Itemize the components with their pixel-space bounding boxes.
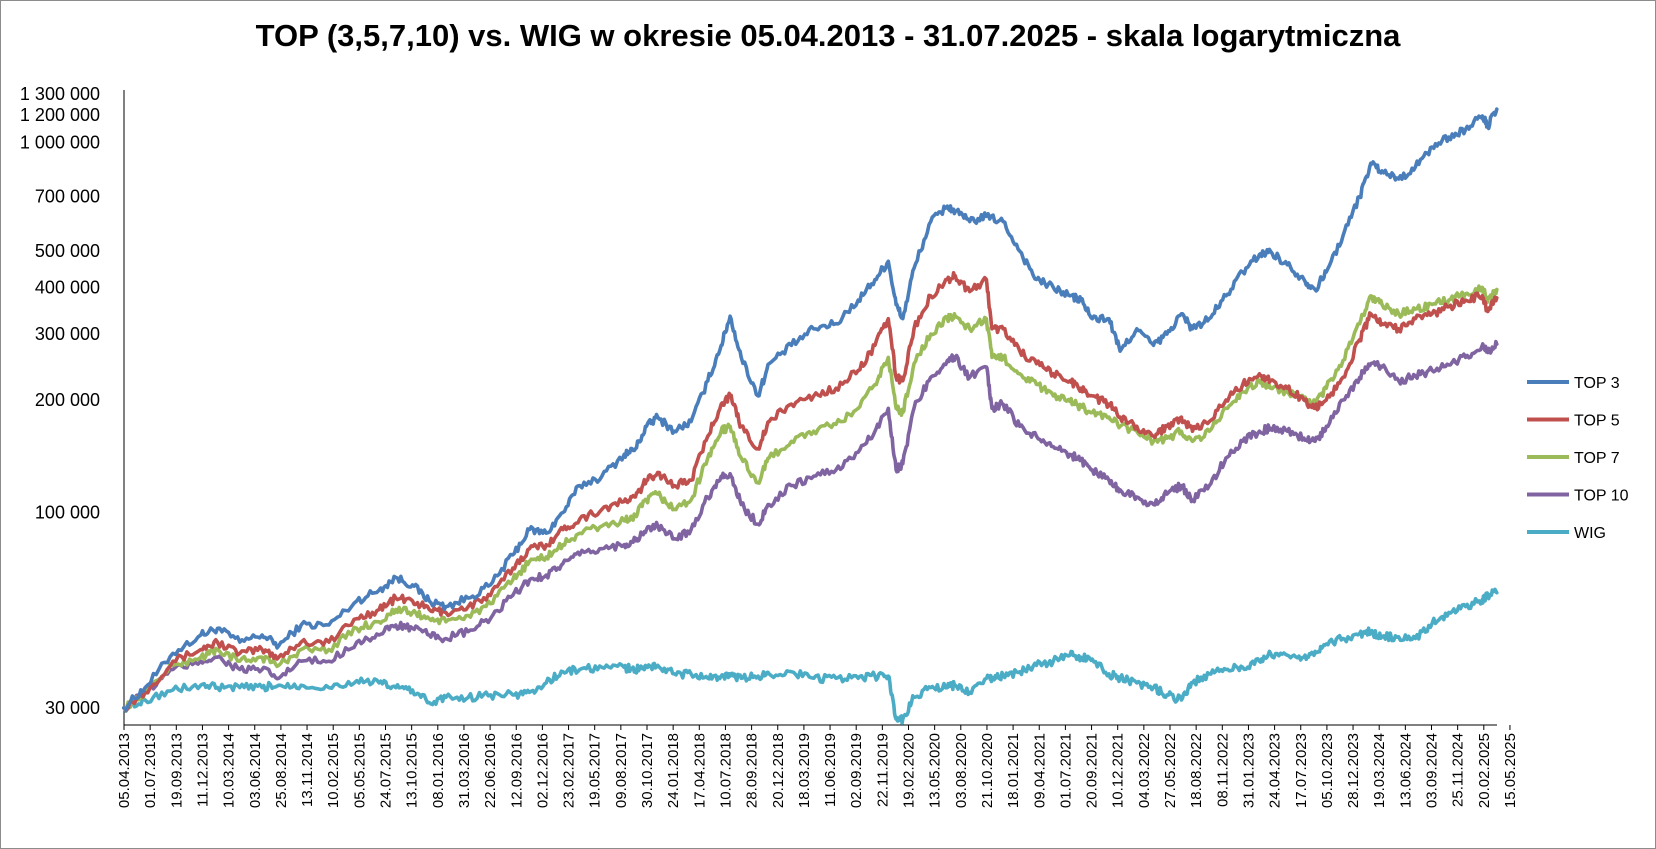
series-line-top-10 <box>122 339 1499 713</box>
x-tick-label: 22.11.2019 <box>874 733 891 807</box>
y-tick-label: 1 000 000 <box>20 133 100 153</box>
series-line-wig <box>122 587 1499 725</box>
legend-label: TOP 7 <box>1574 450 1620 467</box>
x-tick-label: 01.07.2021 <box>1057 733 1074 808</box>
x-tick-label: 19.05.2017 <box>587 733 604 808</box>
legend: TOP 3 TOP 5 TOP 7 TOP 10 WIG <box>1527 375 1629 542</box>
y-tick-label: 30 000 <box>45 698 100 718</box>
x-tick-label: 09.08.2017 <box>613 733 630 808</box>
x-tick-label: 28.09.2018 <box>744 733 761 808</box>
x-tick-label: 20.09.2021 <box>1084 733 1101 808</box>
x-tick-label: 03.06.2014 <box>247 733 264 808</box>
series-lines <box>122 107 1499 725</box>
series-line-top-5 <box>122 271 1499 713</box>
x-tick-label: 30.10.2017 <box>639 733 656 808</box>
x-tick-label: 13.06.2024 <box>1397 733 1414 808</box>
x-tick-label: 04.03.2022 <box>1136 733 1153 808</box>
x-tick-label: 13.05.2020 <box>927 733 944 808</box>
x-tick-label: 12.09.2016 <box>508 733 525 808</box>
x-tick-label: 17.04.2018 <box>691 733 708 808</box>
x-tick-label: 03.08.2020 <box>953 733 970 808</box>
x-tick-label: 18.01.2021 <box>1005 733 1022 808</box>
legend-label: TOP 10 <box>1574 488 1629 505</box>
y-tick-label: 400 000 <box>35 277 100 297</box>
x-tick-label: 10.03.2014 <box>221 733 238 808</box>
x-tick-label: 18.03.2019 <box>796 733 813 808</box>
x-tick-label: 13.10.2015 <box>404 733 421 808</box>
x-tick-label: 05.04.2013 <box>116 733 133 808</box>
y-tick-label: 500 000 <box>35 241 100 261</box>
x-tick-label: 20.12.2018 <box>770 733 787 808</box>
x-tick-label: 10.12.2021 <box>1110 733 1127 808</box>
x-tick-label: 24.07.2015 <box>378 733 395 808</box>
x-tick-label: 09.04.2021 <box>1031 733 1048 808</box>
x-tick-label: 20.02.2025 <box>1476 733 1493 808</box>
x-tick-label: 17.07.2023 <box>1293 733 1310 808</box>
legend-label: TOP 3 <box>1574 375 1620 392</box>
x-tick-label: 19.02.2020 <box>901 733 918 808</box>
x-tick-label: 13.11.2014 <box>299 733 316 807</box>
x-tick-label: 21.10.2020 <box>979 733 996 808</box>
x-axis: 05.04.2013 01.07.2013 19.09.2013 11.12.2013… <box>116 724 1519 808</box>
x-tick-label: 05.05.2015 <box>351 733 368 808</box>
x-tick-label: 10.07.2018 <box>717 733 734 808</box>
y-tick-label: 1 300 000 <box>20 84 100 104</box>
x-tick-label: 11.12.2013 <box>194 733 211 807</box>
x-tick-label: 31.01.2023 <box>1240 733 1257 808</box>
x-tick-label: 02.09.2019 <box>848 733 865 808</box>
x-tick-label: 08.11.2022 <box>1214 733 1231 807</box>
x-tick-label: 03.09.2024 <box>1424 733 1441 808</box>
x-tick-label: 25.11.2024 <box>1450 733 1467 807</box>
x-tick-label: 10.02.2015 <box>325 733 342 808</box>
y-tick-label: 300 000 <box>35 324 100 344</box>
y-tick-label: 100 000 <box>35 502 100 522</box>
x-tick-label: 05.10.2023 <box>1319 733 1336 808</box>
y-axis: 30 000 100 000 200 000 300 000 400 000 500 00… <box>20 84 125 725</box>
x-tick-label: 18.08.2022 <box>1188 733 1205 808</box>
series-line-top-3 <box>122 107 1499 712</box>
x-tick-label: 31.03.2016 <box>456 733 473 808</box>
legend-label: WIG <box>1574 525 1606 542</box>
x-tick-label: 08.01.2016 <box>430 733 447 808</box>
x-tick-label: 11.06.2019 <box>822 733 839 807</box>
x-tick-label: 02.12.2016 <box>534 733 551 808</box>
x-tick-label: 25.08.2014 <box>273 733 290 808</box>
x-tick-label: 24.04.2023 <box>1267 733 1284 808</box>
x-tick-label: 19.09.2013 <box>168 733 185 808</box>
x-tick-label: 27.05.2022 <box>1162 733 1179 808</box>
chart-title: TOP (3,5,7,10) vs. WIG w okresie 05.04.2… <box>255 18 1401 53</box>
legend-label: TOP 5 <box>1574 413 1620 430</box>
y-tick-label: 700 000 <box>35 187 100 207</box>
y-tick-label: 1 200 000 <box>20 105 100 125</box>
x-tick-label: 23.02.2017 <box>561 733 578 808</box>
x-tick-label: 19.03.2024 <box>1371 733 1388 808</box>
series-line-top-7 <box>122 284 1499 713</box>
x-tick-label: 01.07.2013 <box>142 733 159 808</box>
x-tick-label: 28.12.2023 <box>1345 733 1362 808</box>
x-tick-label: 15.05.2025 <box>1502 733 1519 808</box>
y-tick-label: 200 000 <box>35 390 100 410</box>
x-tick-label: 24.01.2018 <box>665 733 682 808</box>
x-tick-label: 22.06.2016 <box>482 733 499 808</box>
